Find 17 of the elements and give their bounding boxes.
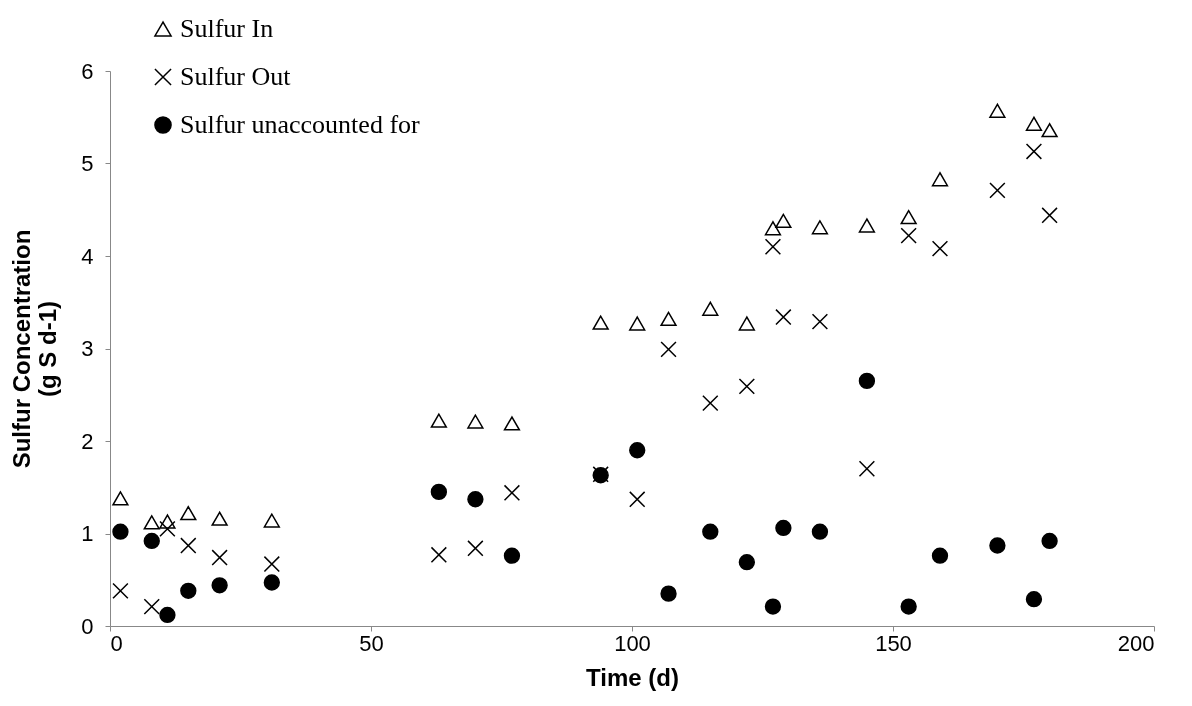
y-tick-label: 0 [81,613,94,639]
x-tick-label: 200 [1117,630,1155,656]
x-tick-label: 50 [359,630,384,656]
x-tick-label: 150 [875,630,912,656]
y-tick-label: 2 [81,428,94,454]
x-axis-title: Time (d) [586,663,679,691]
legend-label: Sulfur Out [180,62,292,91]
y-tick-label: 3 [81,336,94,361]
y-tick-label: 6 [81,58,94,84]
x-tick-label: 0 [110,630,123,656]
x-tick-label: 100 [614,630,651,656]
y-axis-title: Sulfur Concentration (g S d-1) [8,229,62,469]
y-tick-label: 1 [81,521,94,546]
y-tick-label: 4 [81,243,94,269]
legend-label: Sulfur In [180,14,274,43]
legend-label: Sulfur unaccounted for [180,110,421,139]
y-tick-label: 5 [81,151,94,176]
